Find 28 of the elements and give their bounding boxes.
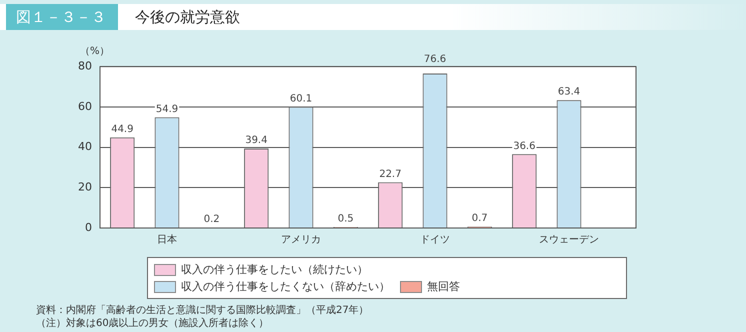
data-label: 76.6: [424, 54, 446, 66]
data-label: 0.2: [204, 214, 220, 226]
legend-label: 収入の伴う仕事をしたい（続けたい）: [181, 262, 368, 277]
data-label: 39.4: [245, 135, 268, 146]
y-axis-title: （%）: [80, 45, 110, 58]
data-label: 60.1: [290, 93, 312, 104]
legend-label: 無回答: [427, 279, 460, 294]
y-tick-label: 60: [78, 100, 92, 113]
y-tick-label: 80: [78, 59, 92, 72]
x-tick-label: アメリカ: [281, 234, 321, 246]
data-label: 0.5: [338, 214, 354, 225]
x-tick-label: ドイツ: [420, 234, 450, 246]
data-label: 36.6: [513, 140, 536, 152]
data-label: 0.7: [472, 213, 488, 224]
data-label: 44.9: [111, 124, 134, 136]
data-label: 63.4: [558, 86, 580, 98]
data-label: 22.7: [379, 168, 402, 180]
chart-title: 今後の就労意欲: [135, 7, 240, 28]
text: （注）対象は60歳以上の男女（施設入所者は除く）: [36, 316, 269, 330]
x-tick-label: 日本: [156, 234, 177, 246]
data-label: 54.9: [156, 104, 178, 115]
y-tick-label: 0: [84, 220, 92, 234]
y-tick-label: 40: [78, 140, 92, 154]
legend-label: 収入の伴う仕事をしたくない（辞めたい）: [181, 279, 390, 294]
text: 資料：内閣府「高齢者の生活と意識に関する国際比較調査」（平成27年）: [36, 304, 369, 317]
x-tick-label: スウェーデン: [539, 234, 599, 246]
y-tick-label: 20: [78, 180, 92, 194]
caption: 図１－３－３: [6, 4, 118, 30]
